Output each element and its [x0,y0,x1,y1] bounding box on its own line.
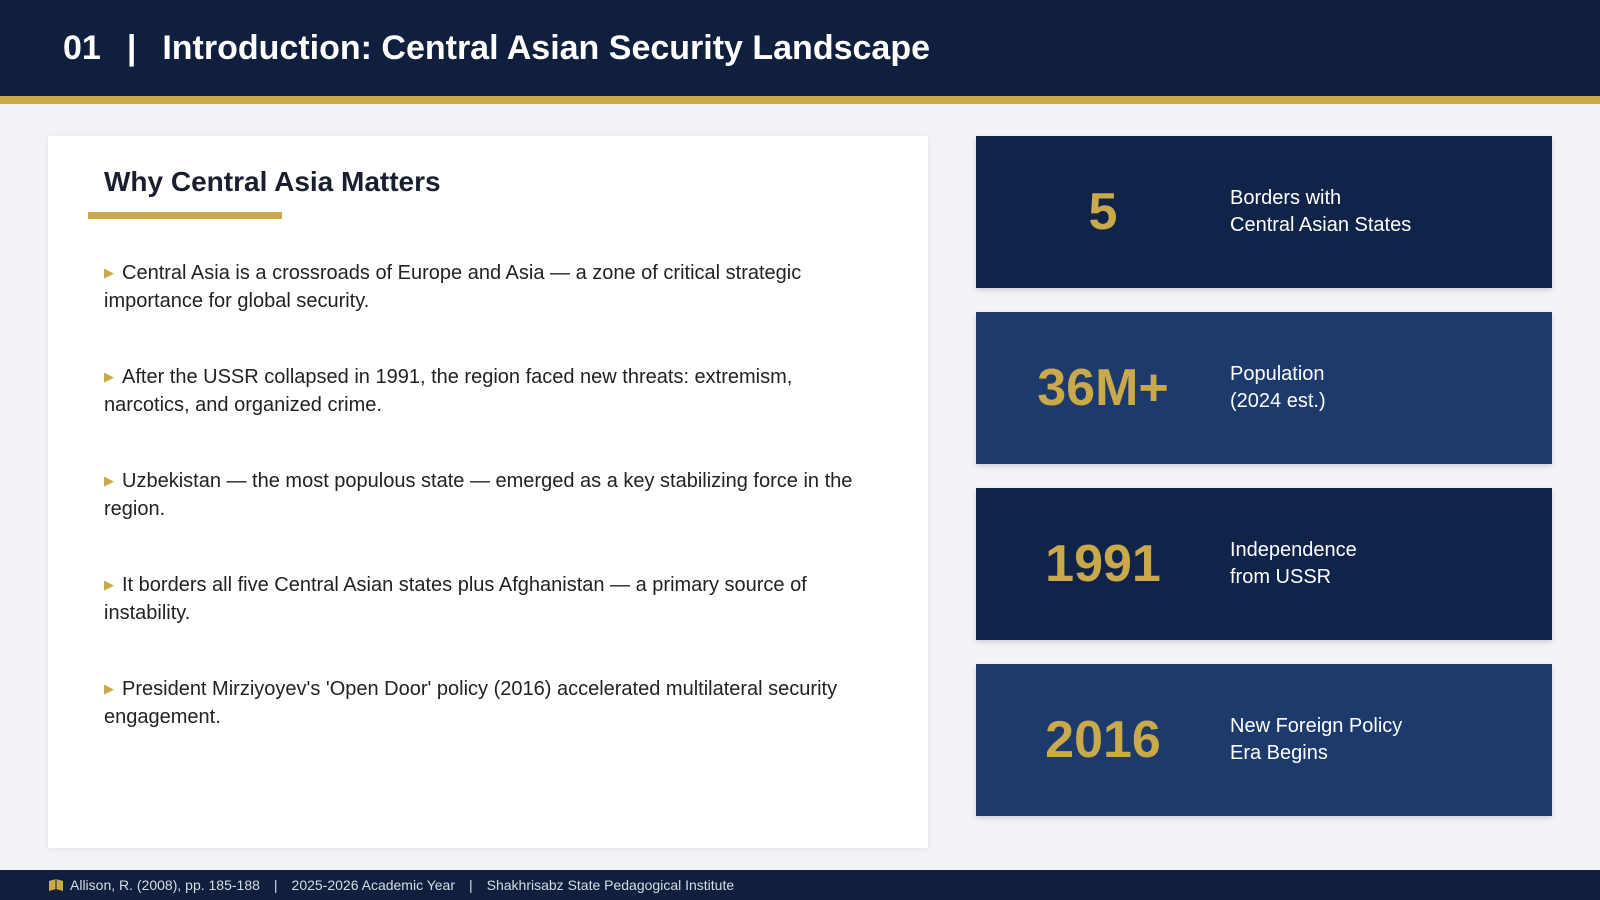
stat-label-line: Population [1230,363,1325,385]
footer-item: Allison, R. (2008), pp. 185-188 [70,877,260,893]
stat-value: 36M+ [1037,359,1169,417]
stat-card: 36M+ Population (2024 est.) [976,312,1552,464]
bullet-list: Central Asia is a crossroads of Europe a… [104,259,868,779]
stat-label-line: New Foreign Policy [1230,715,1403,737]
stat-label: Population (2024 est.) [1230,361,1326,415]
stat-card: 2016 New Foreign Policy Era Begins [976,664,1552,816]
stat-label: New Foreign Policy Era Begins [1230,713,1402,767]
stat-label-line: Central Asian States [1230,214,1412,236]
separator: | [273,877,278,893]
stat-value: 2016 [1045,711,1161,769]
section-number: 01 [63,28,101,67]
stat-label-line: Independence [1230,539,1357,561]
stat-value: 5 [1088,183,1118,241]
stat-card: 1991 Independence from USSR [976,488,1552,640]
card-heading: Why Central Asia Matters [104,166,441,197]
separator: | [469,877,473,893]
bullet: Central Asia is a crossroads of Europe a… [104,259,868,363]
stat-label-line: (2024 est.) [1230,390,1326,412]
stat-label-line: Era Begins [1230,742,1328,764]
heading-rule [88,212,282,219]
bullet: President Mirziyoyev's 'Open Door' polic… [104,675,868,779]
stat-label-line: from USSR [1230,566,1332,588]
footer-item: 2025-2026 Academic Year [291,877,455,893]
stat-label-line: Borders with [1230,187,1342,209]
bullet: After the USSR collapsed in 1991, the re… [104,363,868,467]
footer-item: Shakhrisabz State Pedagogical Institute [486,877,735,893]
stat-card: 5 Borders with Central Asian States [976,136,1552,288]
slide-title: Introduction: Central Asian Security Lan… [162,28,930,67]
stat-label: Independence from USSR [1230,537,1357,591]
header: 01 | Introduction: Central Asian Securit… [0,0,1600,104]
stat-value: 1991 [1045,535,1161,593]
footer: Allison, R. (2008), pp. 185-188 | 2025-202… [0,870,1600,900]
book-icon [49,879,63,891]
bullet: Uzbekistan — the most populous state — e… [104,467,868,571]
content-card: Why Central Asia Matters Central Asia is… [48,136,928,848]
bullet: It borders all five Central Asian states… [104,571,868,675]
stat-label: Borders with Central Asian States [1230,185,1411,239]
separator: | [126,28,137,67]
